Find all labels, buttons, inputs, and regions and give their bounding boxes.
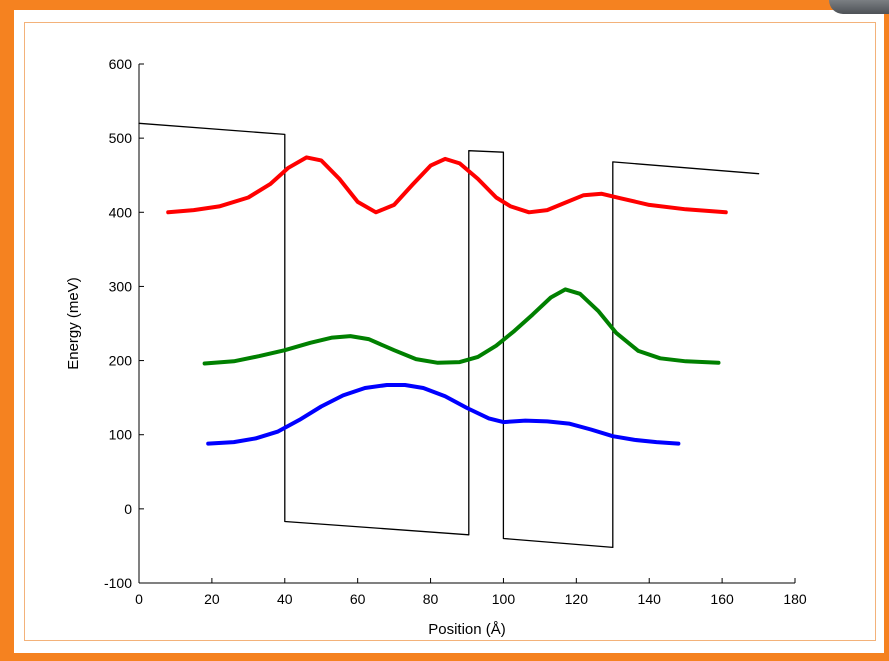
x-tick-label: 180: [783, 591, 807, 607]
y-tick-label: 200: [109, 353, 133, 369]
y-tick-label: 600: [109, 56, 133, 72]
x-axis-label: Position (Å): [428, 621, 506, 638]
x-tick-label: 140: [638, 591, 662, 607]
x-tick-label: 160: [710, 591, 734, 607]
series-group: [138, 122, 760, 549]
x-tick-label: 0: [135, 591, 143, 607]
y-tick-label: -100: [104, 575, 132, 591]
corner-badge: [829, 0, 889, 14]
series-line-3: [206, 383, 681, 446]
inner-border: [24, 22, 876, 641]
x-tick-label: 100: [492, 591, 516, 607]
series-line-2: [202, 287, 721, 366]
axes-group: 0 20 40 60 80 100 120 140 160 180-100010020030040…: [104, 56, 807, 607]
x-tick-label: 60: [350, 591, 366, 607]
y-tick-label: 300: [109, 278, 133, 294]
y-tick-label: 500: [109, 130, 133, 146]
y-axis-label: Energy (meV): [65, 277, 82, 370]
x-tick-label: 20: [204, 591, 220, 607]
x-tick-label: 80: [423, 591, 439, 607]
x-tick-label: 40: [277, 591, 293, 607]
y-tick-label: 400: [109, 204, 133, 220]
series-line-1: [166, 155, 728, 215]
y-tick-label: 0: [124, 501, 132, 517]
series-line-0: [138, 122, 760, 549]
y-tick-label: 100: [109, 427, 133, 443]
x-tick-label: 120: [565, 591, 589, 607]
